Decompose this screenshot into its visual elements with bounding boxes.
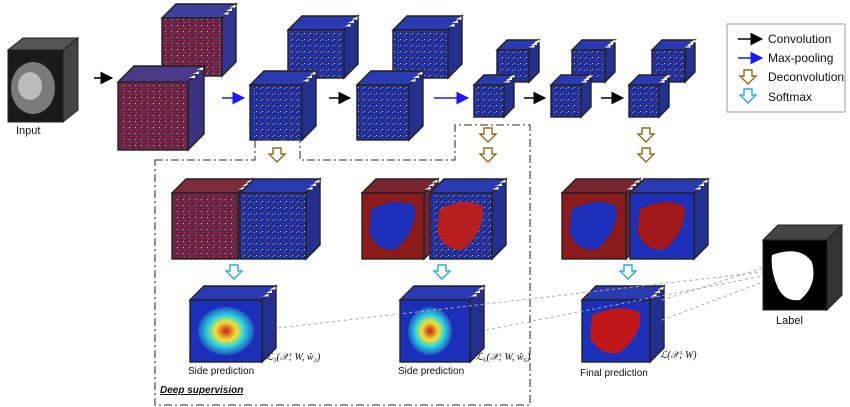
side-prediction-2-label: Side prediction xyxy=(398,366,464,377)
label-cube xyxy=(761,223,844,312)
deconv-arrow-2a xyxy=(478,127,498,143)
legend-max-pooling: Max-pooling xyxy=(768,51,833,65)
deconv-map-2a xyxy=(360,177,440,261)
feature-cube-3b xyxy=(355,69,425,142)
deep-supervision-box xyxy=(154,124,531,406)
deconv-map-1b xyxy=(238,177,322,261)
cyan-hollow-down-arrow-icon xyxy=(738,88,758,104)
loss-term-3: ℒ₃(𝒳; W, ŵ₃) xyxy=(266,352,321,363)
softmax-arrow-3 xyxy=(618,264,638,280)
deconv-map-3b xyxy=(628,177,710,261)
loss-term-6: ℒ₆(𝒳; W, ŵ₆) xyxy=(476,352,531,363)
deconv-arrow-3a xyxy=(636,127,656,143)
feature-cube-2a xyxy=(286,14,360,80)
softmax-arrow-1 xyxy=(224,264,244,280)
feature-cube-2b xyxy=(248,69,318,142)
deconv-map-2b xyxy=(428,177,508,261)
deconv-arrow-2b xyxy=(478,147,498,163)
legend-deconvolution: Deconvolution xyxy=(768,70,844,84)
legend: Convolution Max-pooling Deconvolution So… xyxy=(726,23,846,113)
deep-supervision-label: Deep supervision xyxy=(160,385,243,396)
side-prediction-1-label: Side prediction xyxy=(188,366,254,377)
deconv-arrow-3b xyxy=(636,147,656,163)
softmax-arrow-2 xyxy=(432,264,452,280)
legend-convolution: Convolution xyxy=(768,32,831,46)
deconv-map-3a xyxy=(560,177,642,261)
feature-cube-3a xyxy=(391,14,464,80)
legend-softmax: Softmax xyxy=(768,90,812,104)
input-label: Input xyxy=(16,125,40,137)
feature-cube-4a xyxy=(495,38,541,84)
label-comparison-links xyxy=(277,267,764,331)
deconv-arrow-1 xyxy=(267,147,287,163)
feature-cube-4b xyxy=(472,73,516,119)
input-ct-cube xyxy=(6,36,80,124)
loss-term-final: ℒ(𝒳; W) xyxy=(660,350,697,361)
feature-cube-5b xyxy=(549,73,593,119)
label-caption: Label xyxy=(776,315,803,327)
feature-cube-1a xyxy=(160,2,238,78)
feature-cube-6b xyxy=(627,73,671,119)
feature-cube-1b xyxy=(116,64,206,152)
side-prediction-cube-1 xyxy=(188,284,278,364)
hollow-down-arrow-icon xyxy=(738,69,758,85)
side-prediction-cube-2 xyxy=(398,284,486,364)
final-prediction-label: Final prediction xyxy=(580,368,648,379)
final-prediction-cube xyxy=(580,284,666,364)
